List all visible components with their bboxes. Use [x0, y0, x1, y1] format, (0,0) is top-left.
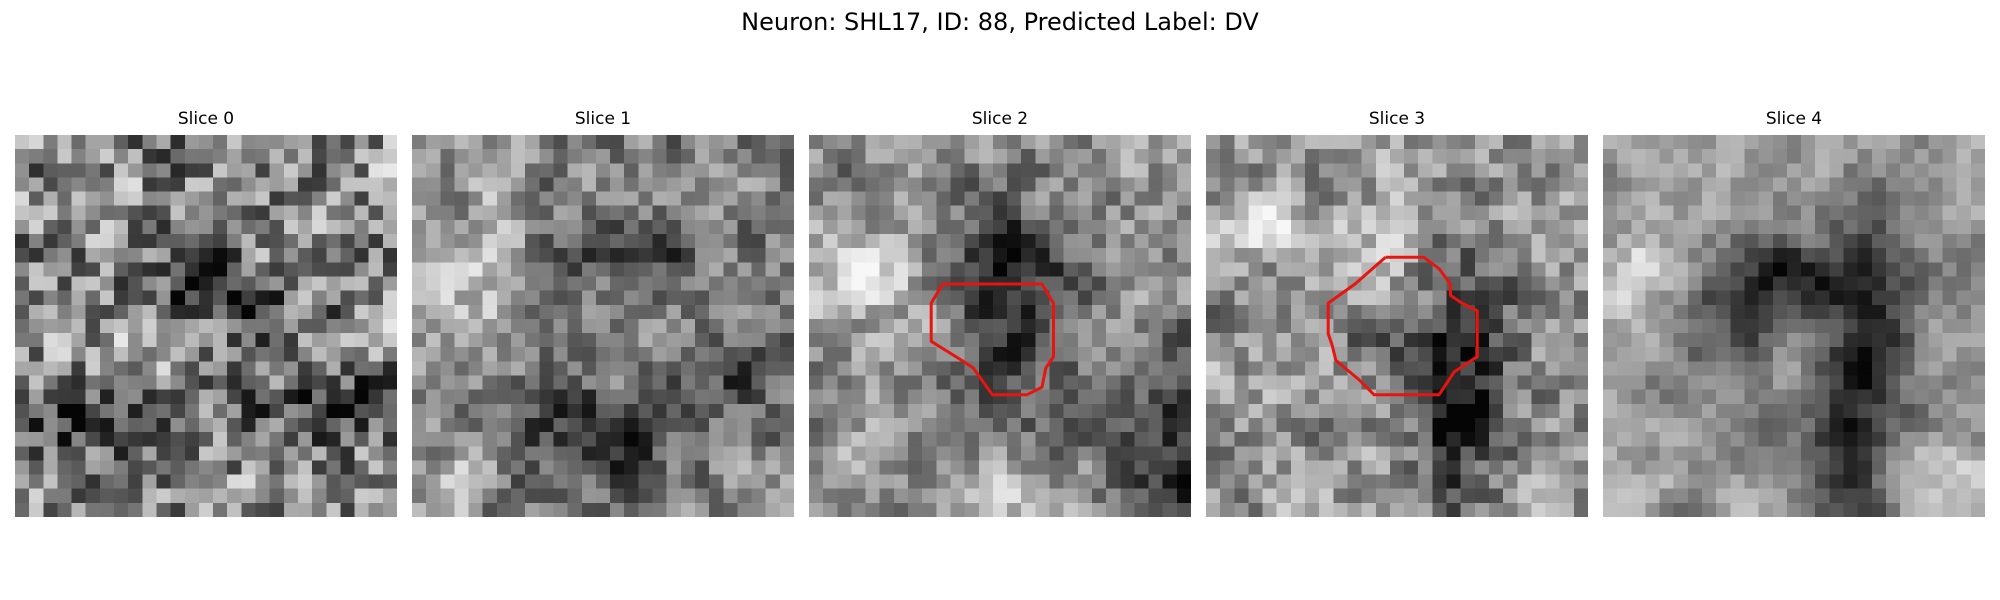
- slice-image: [412, 135, 794, 517]
- roi-contour: [1326, 255, 1479, 397]
- slice-image: [1603, 135, 1985, 517]
- roi-overlay: [1326, 255, 1479, 397]
- slice-title: Slice 3: [1368, 109, 1426, 129]
- figure-title: Neuron: SHL17, ID: 88, Predicted Label: …: [741, 8, 1259, 36]
- slice-title: Slice 2: [971, 109, 1029, 129]
- slice-title: Slice 0: [177, 109, 235, 129]
- slice-title: Slice 4: [1765, 109, 1823, 129]
- slice-title: Slice 1: [574, 109, 632, 129]
- slice-image: [1206, 135, 1588, 517]
- roi-contour: [929, 282, 1055, 397]
- slice-image: [15, 135, 397, 517]
- slice-image: [809, 135, 1191, 517]
- roi-overlay: [929, 282, 1055, 397]
